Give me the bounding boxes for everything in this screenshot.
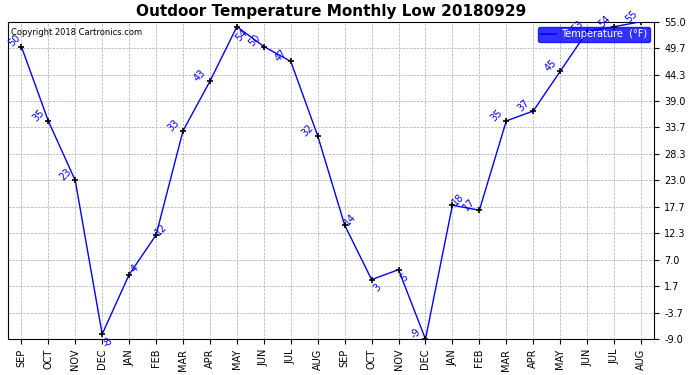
Text: 45: 45 (542, 58, 558, 74)
Text: 54: 54 (596, 13, 612, 29)
Text: 4: 4 (129, 263, 140, 275)
Text: 23: 23 (57, 167, 73, 183)
Text: 14: 14 (342, 211, 358, 227)
Text: 33: 33 (166, 117, 181, 133)
Text: 5: 5 (398, 272, 410, 284)
Text: 55: 55 (623, 8, 639, 24)
Text: 37: 37 (515, 98, 531, 113)
Text: -8: -8 (101, 336, 115, 350)
Text: 50: 50 (6, 33, 22, 49)
Text: 50: 50 (246, 33, 262, 49)
Text: 32: 32 (300, 122, 316, 138)
Legend: Temperature  (°F): Temperature (°F) (538, 27, 649, 42)
Text: 3: 3 (371, 282, 383, 294)
Text: 53: 53 (569, 18, 585, 34)
Text: 35: 35 (489, 108, 504, 123)
Text: -9: -9 (408, 327, 423, 340)
Text: 54: 54 (233, 27, 249, 43)
Text: 47: 47 (273, 48, 289, 64)
Text: Copyright 2018 Cartronics.com: Copyright 2018 Cartronics.com (11, 28, 142, 37)
Title: Outdoor Temperature Monthly Low 20180929: Outdoor Temperature Monthly Low 20180929 (136, 4, 526, 19)
Text: 17: 17 (462, 197, 477, 213)
Text: 18: 18 (450, 192, 466, 207)
Text: 43: 43 (193, 68, 208, 84)
Text: 35: 35 (30, 108, 46, 123)
Text: 12: 12 (154, 222, 170, 237)
